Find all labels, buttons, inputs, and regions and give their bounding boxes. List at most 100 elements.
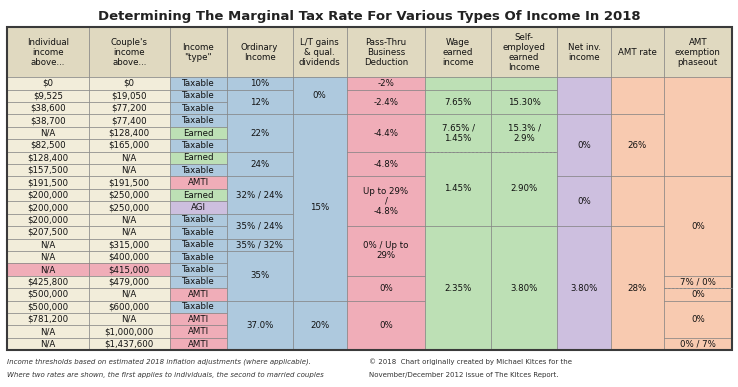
- Text: Determining The Marginal Tax Rate For Various Types Of Income In 2018: Determining The Marginal Tax Rate For Va…: [97, 10, 641, 23]
- Bar: [663, 77, 732, 176]
- Bar: [7, 164, 89, 176]
- Text: 0%: 0%: [379, 321, 393, 330]
- Bar: [227, 115, 292, 152]
- Text: $128,400: $128,400: [27, 153, 69, 163]
- Text: $781,200: $781,200: [27, 315, 69, 324]
- Text: N/A: N/A: [122, 153, 137, 163]
- Text: Taxable: Taxable: [182, 240, 215, 249]
- Bar: [227, 214, 292, 238]
- Text: 7% / 0%: 7% / 0%: [680, 277, 716, 286]
- Bar: [292, 77, 347, 115]
- Bar: [170, 226, 227, 238]
- Bar: [347, 226, 425, 276]
- Text: $38,700: $38,700: [30, 116, 66, 125]
- Text: AMT
exemption
phaseout: AMT exemption phaseout: [675, 38, 721, 67]
- Bar: [7, 115, 89, 127]
- Text: 0%: 0%: [313, 91, 326, 100]
- Bar: [89, 276, 170, 288]
- Bar: [89, 263, 170, 276]
- Bar: [170, 164, 227, 176]
- Text: $191,500: $191,500: [27, 178, 69, 187]
- Bar: [170, 102, 227, 115]
- Bar: [557, 77, 611, 115]
- Bar: [89, 338, 170, 350]
- Bar: [227, 251, 292, 301]
- Bar: [89, 27, 170, 77]
- Text: 0%: 0%: [379, 284, 393, 293]
- Bar: [89, 139, 170, 152]
- Bar: [347, 115, 425, 152]
- Bar: [7, 189, 89, 201]
- Bar: [170, 276, 227, 288]
- Bar: [292, 115, 347, 301]
- Text: 1.45%: 1.45%: [444, 184, 472, 194]
- Text: $500,000: $500,000: [27, 302, 69, 311]
- Text: N/A: N/A: [41, 327, 55, 336]
- Bar: [7, 27, 732, 350]
- Text: $1,437,600: $1,437,600: [105, 339, 154, 349]
- Bar: [7, 214, 89, 226]
- Text: 0%: 0%: [691, 315, 705, 324]
- Text: N/A: N/A: [122, 216, 137, 224]
- Bar: [89, 313, 170, 325]
- Text: 10%: 10%: [250, 79, 269, 88]
- Text: AMTI: AMTI: [187, 290, 209, 299]
- Text: Taxable: Taxable: [182, 302, 215, 311]
- Text: Individual
income
above...: Individual income above...: [27, 38, 69, 67]
- Bar: [7, 263, 89, 276]
- Bar: [557, 115, 611, 176]
- Text: Income
"type": Income "type": [182, 43, 214, 62]
- Bar: [7, 338, 89, 350]
- Text: Taxable: Taxable: [182, 277, 215, 286]
- Text: $77,400: $77,400: [111, 116, 147, 125]
- Text: 0%: 0%: [577, 197, 591, 206]
- Text: $425,800: $425,800: [27, 277, 69, 286]
- Text: Taxable: Taxable: [182, 253, 215, 262]
- Bar: [347, 176, 425, 226]
- Text: $250,000: $250,000: [108, 203, 150, 212]
- Bar: [425, 152, 491, 226]
- Text: Earned: Earned: [183, 153, 213, 163]
- Text: 0% / 7%: 0% / 7%: [680, 339, 716, 349]
- Bar: [7, 288, 89, 301]
- Text: $38,600: $38,600: [30, 104, 66, 113]
- Bar: [663, 301, 732, 338]
- Text: N/A: N/A: [122, 166, 137, 175]
- Bar: [425, 89, 491, 115]
- Text: AMTI: AMTI: [187, 339, 209, 349]
- Bar: [89, 102, 170, 115]
- Text: 0%: 0%: [691, 290, 705, 299]
- Bar: [170, 77, 227, 89]
- Bar: [170, 238, 227, 251]
- Text: $0: $0: [124, 79, 135, 88]
- Text: Taxable: Taxable: [182, 116, 215, 125]
- Text: Taxable: Taxable: [182, 166, 215, 175]
- Bar: [170, 139, 227, 152]
- Text: 7.65%: 7.65%: [444, 98, 472, 106]
- Bar: [170, 325, 227, 338]
- Bar: [89, 201, 170, 214]
- Bar: [557, 27, 611, 77]
- Text: -2.4%: -2.4%: [373, 98, 399, 106]
- Bar: [89, 301, 170, 313]
- Bar: [227, 176, 292, 214]
- Text: 20%: 20%: [310, 321, 329, 330]
- Text: $200,000: $200,000: [27, 190, 69, 200]
- Text: $250,000: $250,000: [108, 190, 150, 200]
- Bar: [7, 226, 89, 238]
- Text: Taxable: Taxable: [182, 91, 215, 100]
- Text: N/A: N/A: [122, 228, 137, 237]
- Text: $19,050: $19,050: [111, 91, 147, 100]
- Bar: [347, 77, 425, 89]
- Bar: [7, 201, 89, 214]
- Text: 35% / 32%: 35% / 32%: [236, 240, 283, 249]
- Bar: [89, 189, 170, 201]
- Text: 32% / 24%: 32% / 24%: [236, 190, 283, 200]
- Bar: [7, 77, 89, 89]
- Bar: [425, 27, 491, 77]
- Bar: [170, 301, 227, 313]
- Text: N/A: N/A: [41, 240, 55, 249]
- Text: $77,200: $77,200: [111, 104, 147, 113]
- Text: 0%: 0%: [691, 222, 705, 231]
- Bar: [347, 27, 425, 77]
